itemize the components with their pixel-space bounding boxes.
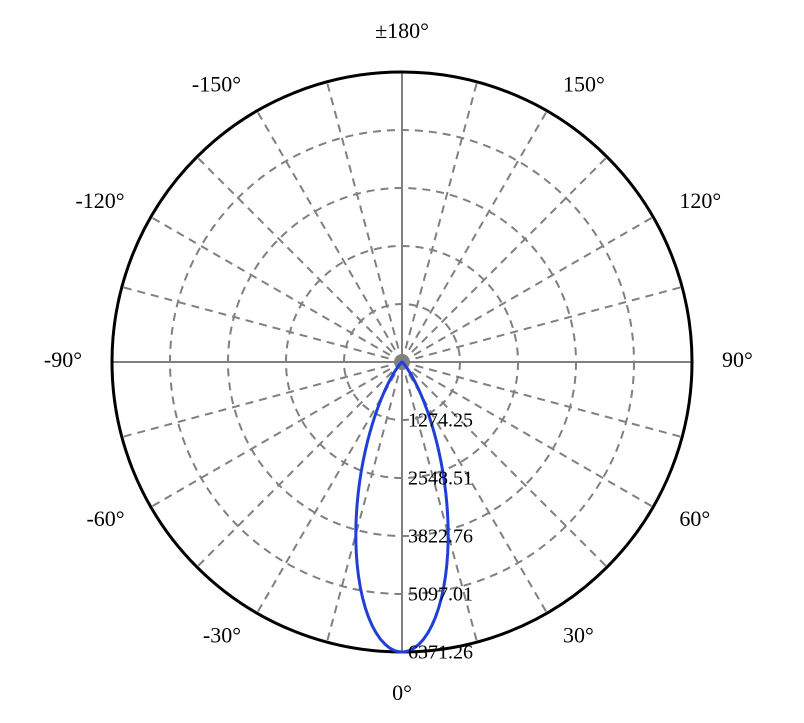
angle-label: 120°	[679, 188, 721, 213]
angle-label: 30°	[563, 622, 594, 647]
angle-label: -150°	[192, 72, 241, 97]
angle-label: -90°	[44, 347, 82, 372]
angle-label: 0°	[392, 680, 412, 705]
radial-label: 2548.51	[408, 468, 473, 490]
angle-label: -120°	[75, 188, 124, 213]
angle-label: -60°	[86, 506, 124, 531]
radial-label: 1274.25	[408, 410, 473, 432]
angle-label: 90°	[722, 347, 753, 372]
polar-chart: 0° 30° 60° 90° 120° 150° ±180° -150° -120° -90° -6…	[0, 0, 804, 723]
angle-label: -30°	[203, 622, 241, 647]
angle-label: 60°	[679, 506, 710, 531]
angle-label: ±180°	[375, 18, 429, 43]
radial-label: 5097.01	[408, 584, 473, 606]
angle-label: 150°	[563, 72, 605, 97]
radial-label: 6371.26	[408, 642, 473, 664]
radial-label: 3822.76	[408, 526, 473, 548]
